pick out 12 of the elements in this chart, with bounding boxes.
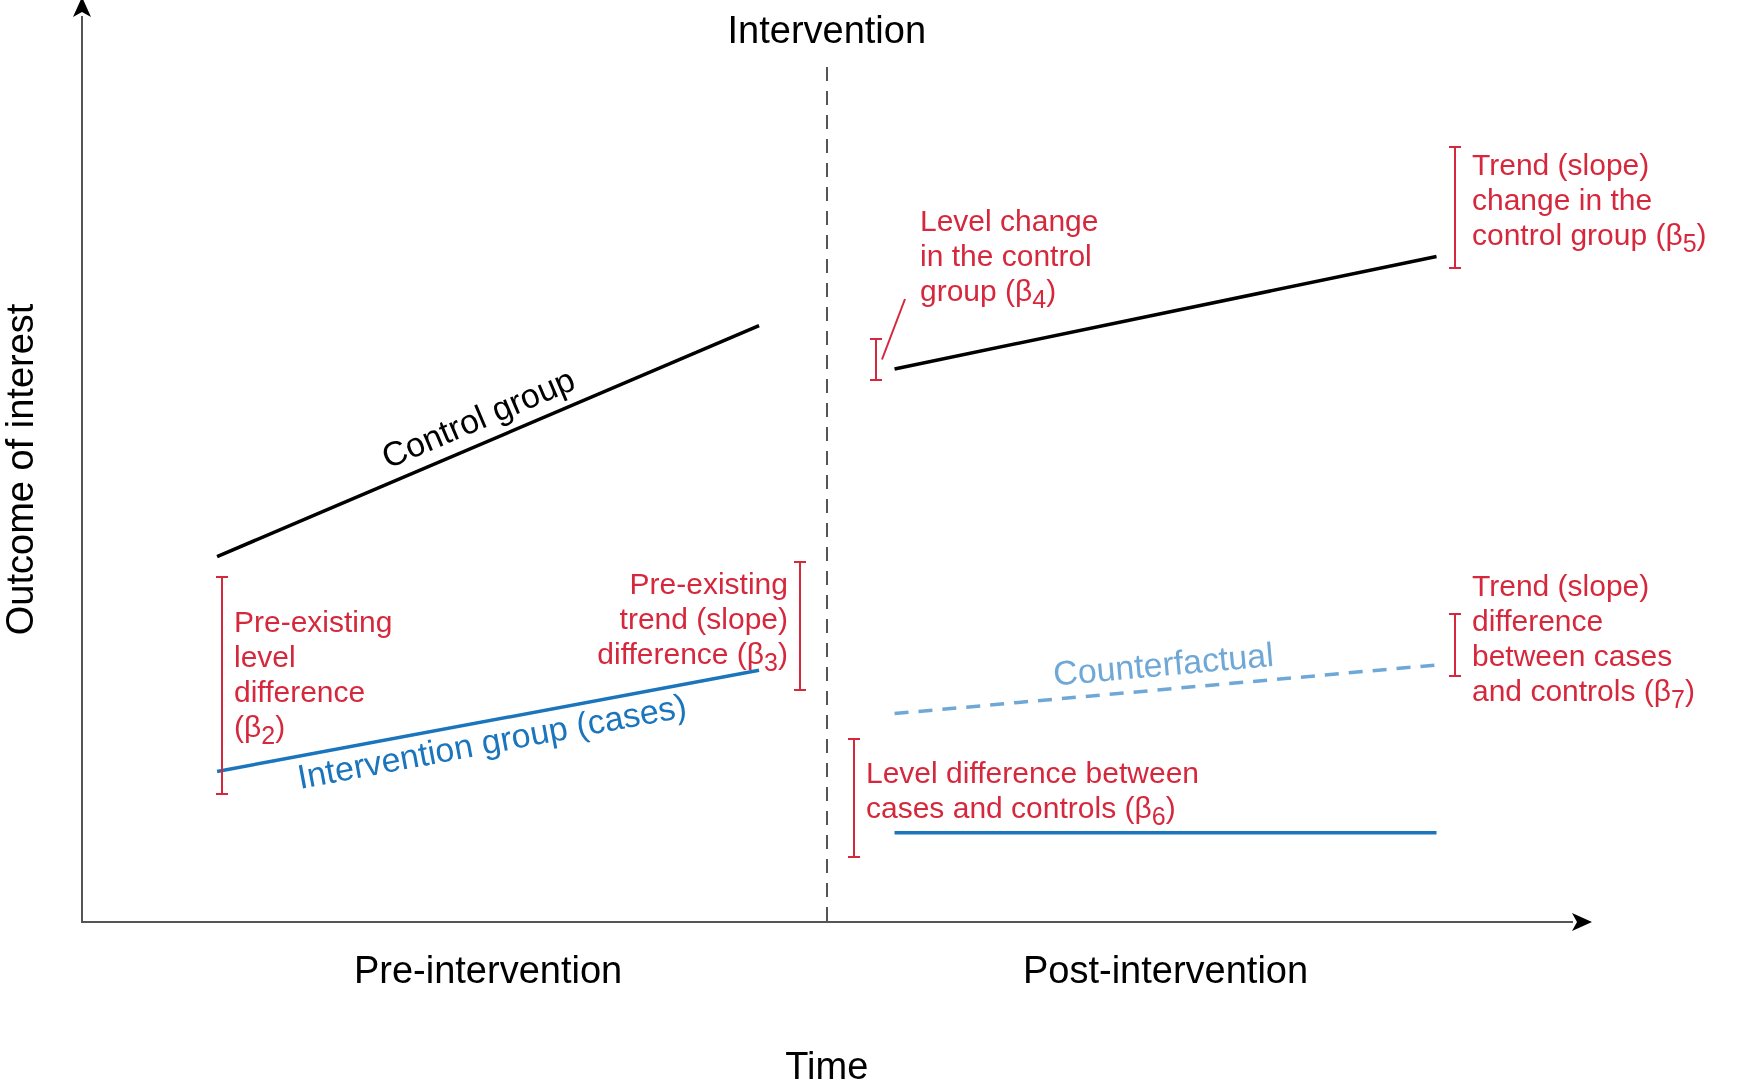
annotation: Trend (slope) difference between cases and controls (β$_{7}$) [1472,568,1696,715]
y-axis-title: Outcome of interest [0,303,42,636]
annotation: Trend (slope) change in the control group (β$_{5}$) [1472,147,1708,259]
annotation: Pre-existing trend (slope) difference (β$_{3}$) [596,566,788,678]
text: Intervention [726,8,928,52]
x-tick-label: Pre-intervention [353,949,623,992]
text: Counterfactual [1051,634,1276,693]
x-tick-label: Post-intervention [1022,949,1309,992]
annotation: Level difference between cases and controls (β$_{6}$) [866,755,1201,832]
annotation: Level change in the control group (β$_{4}$) [920,203,1100,315]
x-axis-title: Time [785,1044,869,1087]
annotation: Pre-existing level difference (β$_{2}$) [234,604,393,749]
